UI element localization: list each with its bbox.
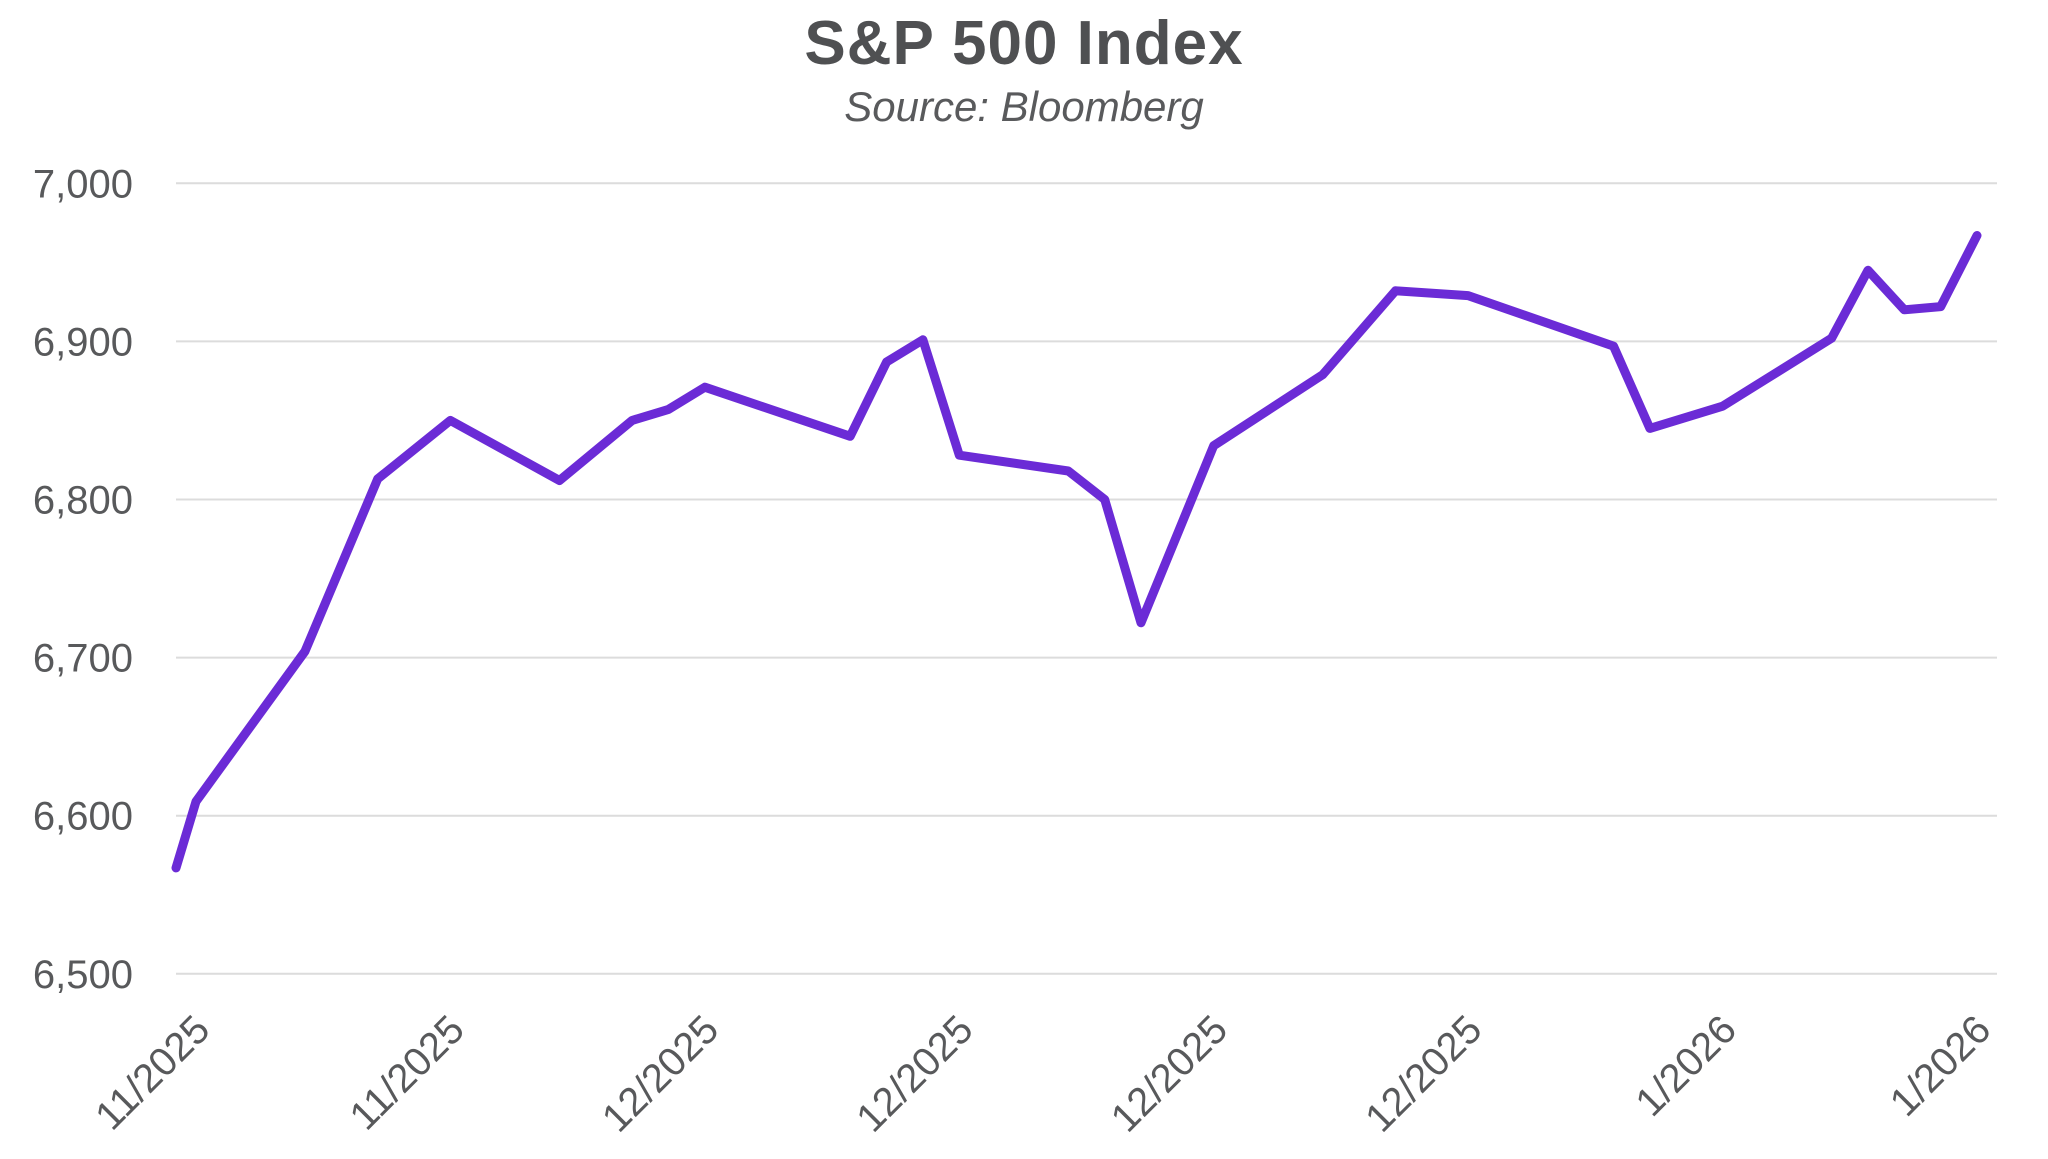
series-group (171, 231, 1982, 873)
x-axis-tick-label: 1/2026 (1627, 1007, 1745, 1125)
x-axis-tick-label: 11/2025 (87, 1007, 218, 1138)
y-axis-tick-label: 6,600 (33, 795, 133, 839)
y-axis-tick-label: 6,700 (33, 637, 133, 681)
y-axis-tick-label: 6,900 (33, 320, 133, 364)
y-axis-labels-group: 7,000 6,900 6,800 6,700 6,600 6,500 (33, 162, 133, 997)
x-axis-tick-label: 1/2026 (1882, 1007, 2000, 1125)
chart-title: S&P 500 Index (804, 9, 1244, 78)
x-axis-tick-label: 11/2025 (342, 1007, 473, 1138)
x-axis-tick-label: 12/2025 (1103, 1007, 1236, 1140)
chart-subtitle: Source: Bloomberg (844, 83, 1204, 130)
x-axis-tick-label: 12/2025 (1357, 1007, 1490, 1140)
x-axis-tick-label: 12/2025 (848, 1007, 981, 1140)
x-axis-tick-label: 12/2025 (594, 1007, 727, 1140)
y-axis-tick-label: 7,000 (33, 162, 133, 206)
y-axis-tick-label: 6,500 (33, 953, 133, 997)
price-line (171, 231, 1982, 873)
y-axis-tick-label: 6,800 (33, 479, 133, 523)
x-axis-labels-group: 11/2025 11/2025 12/2025 12/2025 12/2025 12/20… (87, 1007, 1999, 1140)
gridlines-group (176, 182, 1997, 975)
